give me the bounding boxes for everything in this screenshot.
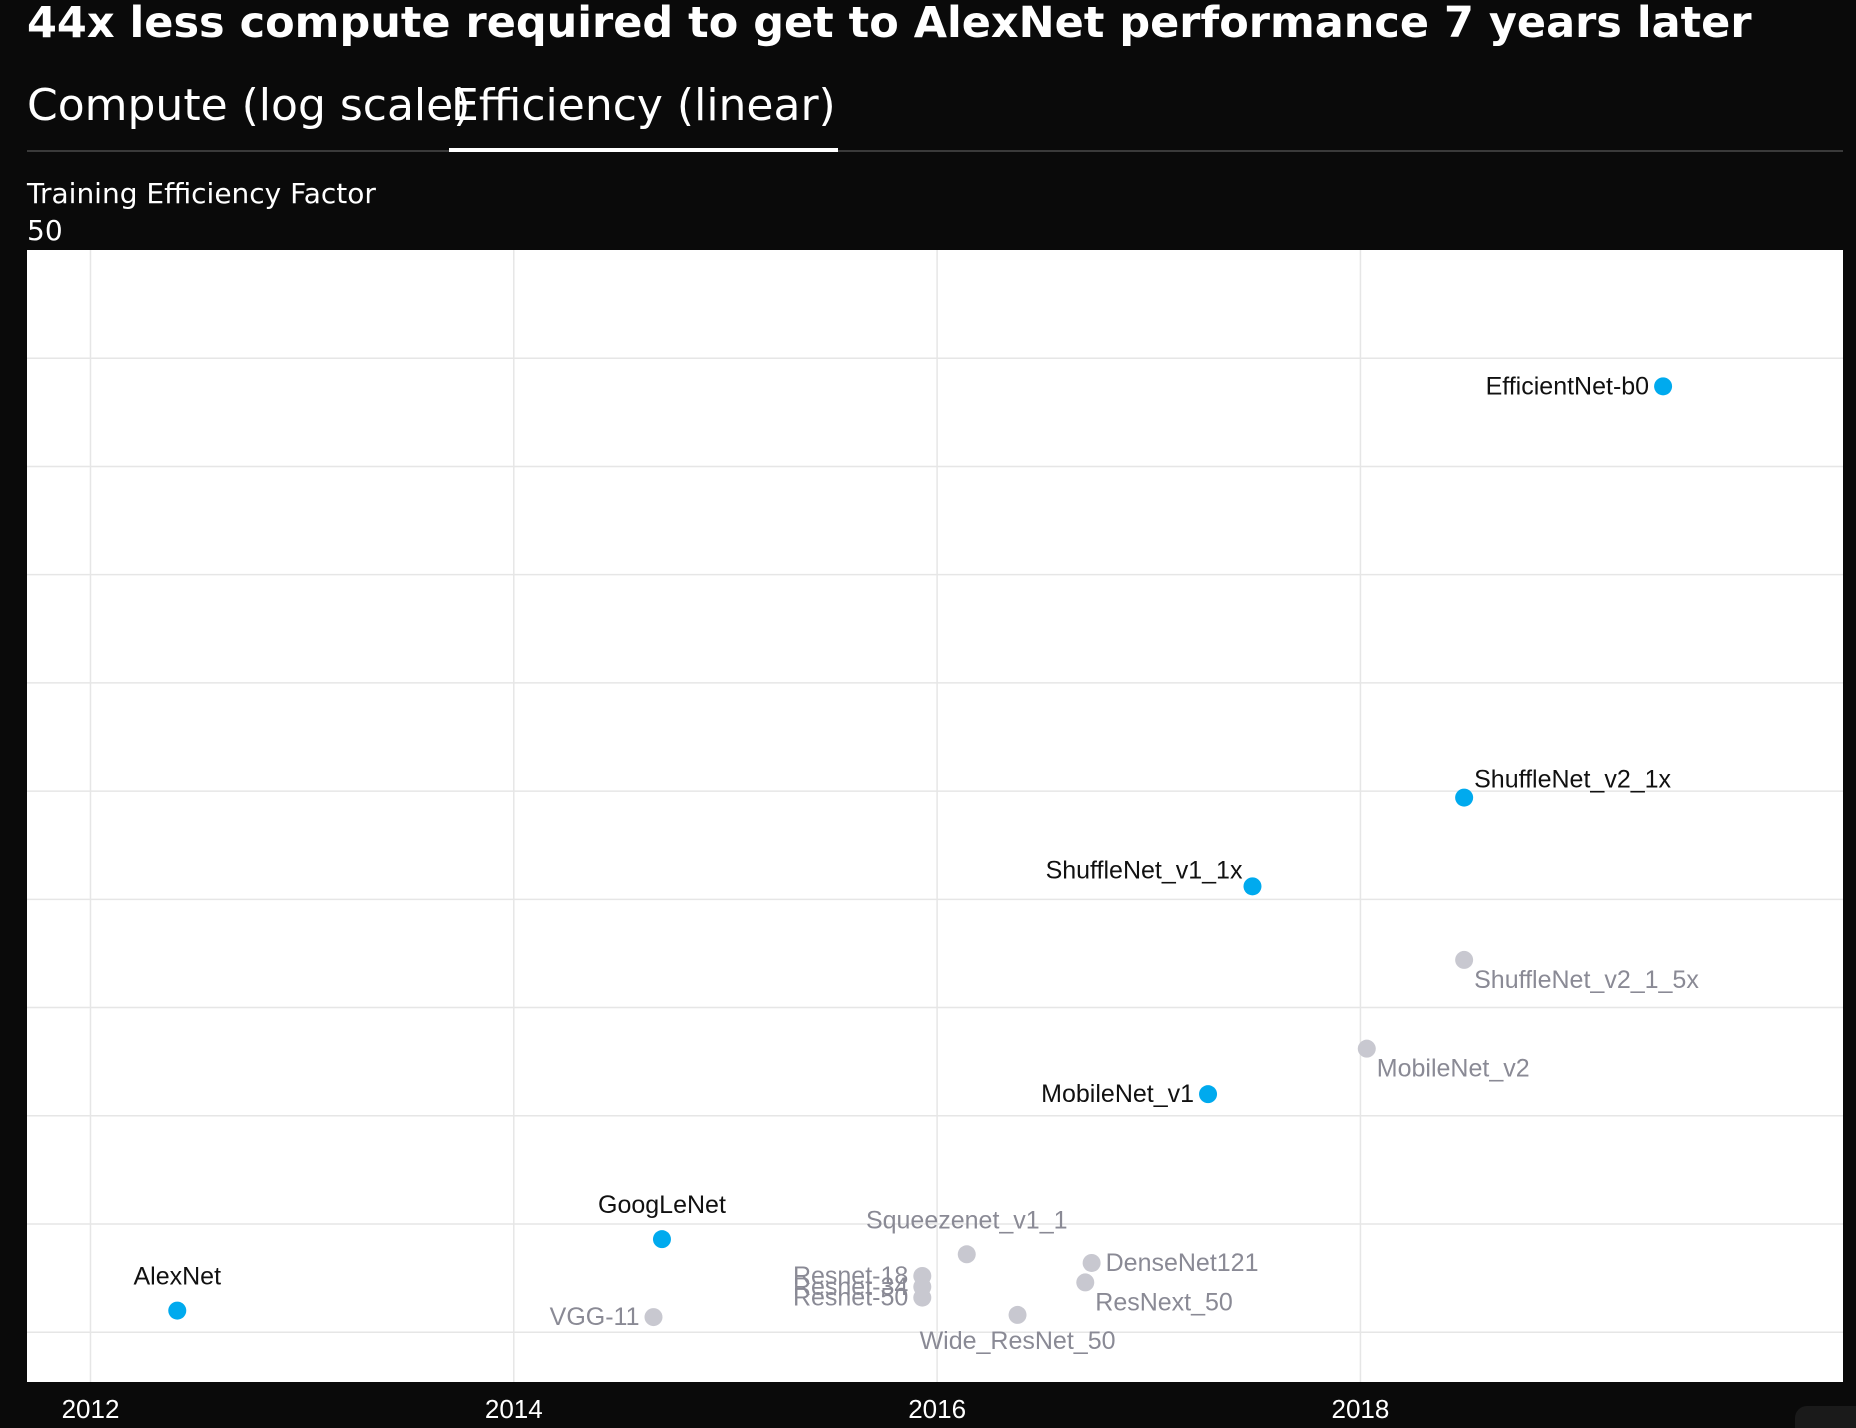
point-shufflenet-v2-1x bbox=[1455, 788, 1474, 807]
point-label-shufflenet-v1-1x: ShuffleNet_v1_1x bbox=[1046, 856, 1243, 884]
point-label-alexnet: AlexNet bbox=[134, 1263, 222, 1291]
x-tick-label: 2012 bbox=[62, 1394, 120, 1424]
x-tick-label: 2018 bbox=[1332, 1394, 1390, 1424]
point-squeezenet-v1-1 bbox=[957, 1245, 976, 1264]
point-shufflenet-v1-1x bbox=[1243, 877, 1262, 896]
resize-handle[interactable] bbox=[1795, 1406, 1856, 1428]
y-axis-top-tick: 50 bbox=[27, 214, 63, 247]
point-label-googlenet: GoogLeNet bbox=[598, 1191, 726, 1219]
point-mobilenet-v2 bbox=[1357, 1039, 1376, 1058]
tab-compute-log-scale[interactable]: Compute (log scale) bbox=[27, 80, 471, 131]
x-tick-label: 2014 bbox=[485, 1394, 543, 1424]
chart-title: 44x less compute required to get to Alex… bbox=[27, 0, 1752, 48]
point-label-efficientnet-b0: EfficientNet-b0 bbox=[1486, 372, 1650, 400]
point-label-squeezenet-v1-1: Squeezenet_v1_1 bbox=[866, 1206, 1068, 1234]
point-label-resnet-34: Resnet-34 bbox=[793, 1273, 908, 1301]
point-resnext-50 bbox=[1076, 1273, 1095, 1292]
point-label-mobilenet-v2: MobileNet_v2 bbox=[1377, 1055, 1530, 1083]
point-wide-resnet-50 bbox=[1008, 1305, 1027, 1324]
point-label-wide-resnet-50: Wide_ResNet_50 bbox=[920, 1327, 1116, 1355]
point-label-vgg-11: VGG-11 bbox=[550, 1303, 640, 1331]
tab-efficiency-linear[interactable]: Efficiency (linear) bbox=[449, 76, 838, 152]
point-resnet-50 bbox=[913, 1288, 932, 1307]
plot-area bbox=[27, 250, 1843, 1382]
point-vgg-11 bbox=[644, 1308, 663, 1327]
point-label-resnet-50: Resnet-50 bbox=[793, 1284, 908, 1312]
point-label-mobilenet-v1: MobileNet_v1 bbox=[1041, 1080, 1194, 1108]
point-label-densenet121: DenseNet121 bbox=[1106, 1249, 1259, 1277]
point-shufflenet-v2-1-5x bbox=[1455, 950, 1474, 969]
y-axis-label: Training Efficiency Factor bbox=[27, 177, 376, 210]
point-alexnet bbox=[168, 1301, 187, 1320]
tab-bar: Compute (log scale) Efficiency (linear) bbox=[27, 72, 1843, 152]
point-mobilenet-v1 bbox=[1199, 1085, 1218, 1104]
point-efficientnet-b0 bbox=[1654, 377, 1673, 396]
point-densenet121 bbox=[1082, 1253, 1101, 1272]
point-googlenet bbox=[652, 1230, 671, 1249]
point-label-resnet-18: Resnet-18 bbox=[793, 1262, 908, 1290]
point-label-shufflenet-v2-1-5x: ShuffleNet_v2_1_5x bbox=[1474, 966, 1699, 994]
point-label-resnext-50: ResNext_50 bbox=[1095, 1288, 1233, 1316]
point-label-shufflenet-v2-1x: ShuffleNet_v2_1x bbox=[1474, 766, 1671, 794]
x-tick-label: 2016 bbox=[908, 1394, 966, 1424]
